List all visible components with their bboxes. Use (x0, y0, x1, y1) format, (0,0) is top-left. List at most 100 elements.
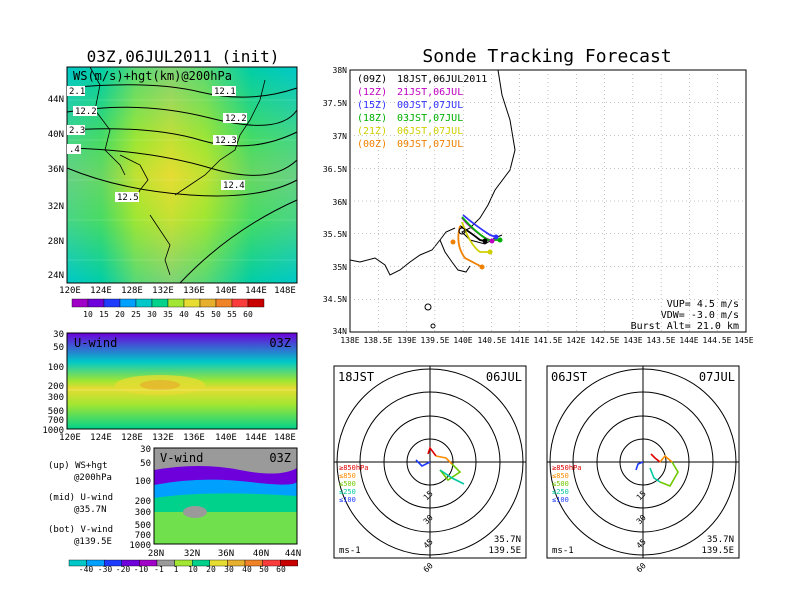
ws-colorbar-swatch (199, 298, 217, 308)
pressure-tick: 200 (48, 382, 64, 392)
pressure-tick: 100 (135, 477, 151, 487)
level-legend: ≤500 (339, 480, 356, 488)
lon-tick: 145E (734, 336, 753, 345)
level-legend: ≤850 (339, 472, 356, 480)
map-label: WS(m/s)+hgt(km)@200hPa (73, 69, 232, 83)
track-code: (09Z) (357, 74, 387, 85)
ws-colorbar-swatch (151, 298, 169, 308)
ws-colorbar-label: 50 (211, 310, 221, 319)
contour-label: 2.1 (69, 87, 85, 97)
ws-colorbar-label: 40 (179, 310, 189, 319)
lon-tick: 124E (90, 286, 112, 296)
lon-tick: 139.5E (421, 336, 450, 345)
track-end-00z (479, 264, 485, 270)
track-time: 03JST,07JUL (397, 113, 463, 124)
track-end-15z (493, 234, 499, 240)
pressure-tick: 1000 (42, 426, 64, 436)
lat-tick: 36N (48, 165, 64, 175)
hodo-lat: 35.7N (494, 535, 521, 545)
legend-line: @139.5E (74, 537, 112, 547)
lon-tick: 140E (453, 336, 472, 345)
v-colorbar-label: 20 (206, 565, 216, 574)
level-legend: ≥850hPa (339, 464, 369, 472)
ws-colorbar-swatch (167, 298, 185, 308)
track-end-12z (489, 238, 495, 244)
ring-label: 60 (635, 561, 648, 574)
contour-label: 12.5 (117, 193, 139, 203)
lat-tick: 36N (333, 198, 348, 207)
contour-label: 2.3 (69, 126, 85, 136)
ws-colorbar-swatch (71, 298, 89, 308)
level-legend: ≤100 (552, 496, 569, 504)
ws-colorbar-swatch (247, 298, 265, 308)
pressure-tick: 300 (135, 508, 151, 518)
track-burst-00z (450, 239, 456, 245)
level-legend: ≤850 (552, 472, 569, 480)
track-end-09z (482, 238, 488, 244)
hodograph-06jst: 15 30 45 60 ≥850hPa ≤850 ≤500 ≤250 ≤100 … (546, 365, 740, 574)
pressure-tick: 300 (48, 393, 64, 403)
pressure-tick: 1000 (129, 541, 151, 551)
v-colorbar-label: -20 (116, 565, 131, 574)
hodo-unit: ms-1 (552, 546, 574, 556)
lat-tick: 34.5N (323, 295, 347, 304)
hodo-time: 06JST (551, 370, 587, 384)
track-18z (461, 216, 500, 241)
lat-tick: 40N (253, 549, 269, 559)
contour-label: 12.4 (223, 181, 245, 191)
ws-colorbar-label: 60 (243, 310, 253, 319)
vwind-time: 03Z (269, 451, 291, 465)
left-title: 03Z,06JUL2011 (init) (87, 47, 280, 66)
hodo-lat: 35.7N (707, 535, 734, 545)
pressure-tick: 30 (53, 330, 64, 340)
track-code: (21Z) (357, 126, 387, 137)
lat-tick: 36.5N (323, 165, 347, 174)
ws-colorbar-label: 45 (195, 310, 205, 319)
v-colorbar-label: -10 (134, 565, 149, 574)
hodograph-trace (415, 446, 465, 485)
lon-tick: 120E (59, 433, 81, 443)
ws-colorbar-swatch (87, 298, 105, 308)
hodograph-18jst: 15 30 45 60 ≥850hPa ≤850 ≤500 ≤250 ≤100 … (333, 365, 527, 574)
pressure-tick: 700 (48, 416, 64, 426)
legend-line: @35.7N (74, 505, 107, 515)
ws-colorbar-label: 55 (227, 310, 237, 319)
lon-tick: 141E (510, 336, 529, 345)
v-colorbar-label: -30 (98, 565, 113, 574)
lon-tick: 143.5E (647, 336, 676, 345)
lat-tick: 44N (285, 549, 301, 559)
level-legend: ≥850hPa (552, 464, 582, 472)
pressure-tick: 50 (140, 459, 151, 469)
lon-tick: 144E (245, 433, 267, 443)
ws-colorbar-label: 10 (83, 310, 93, 319)
hodograph-trace (635, 453, 679, 488)
hodo-unit: ms-1 (339, 546, 361, 556)
contour-label: 12.3 (215, 136, 237, 146)
contour-label: .4 (69, 145, 80, 155)
vwind-panel: V-wind 03Z 30 50 100 200 300 500 700 100… (129, 445, 301, 559)
track-code: (15Z) (357, 100, 387, 111)
lon-tick: 120E (59, 286, 81, 296)
uwind-label: U-wind (74, 336, 117, 350)
v-colorbar (68, 559, 299, 567)
contour-label: 12.2 (75, 107, 97, 117)
track-21z (461, 221, 490, 253)
lat-tick: 36N (218, 549, 234, 559)
legend-line: (up) WS+hgt (48, 461, 108, 471)
burst-alt-info: Burst Alt= 21.0 km (631, 321, 739, 332)
track-end-21z (487, 249, 493, 255)
ws-colorbar-label: 35 (163, 310, 173, 319)
ws-colorbar-swatch (183, 298, 201, 308)
legend-line: (bot) V-wind (48, 525, 113, 535)
vwind-label: V-wind (160, 451, 203, 465)
lon-tick: 128E (121, 433, 143, 443)
lon-tick: 136E (183, 433, 205, 443)
track-endpoints (450, 227, 503, 270)
v-colorbar-label: 60 (276, 565, 286, 574)
v-colorbar-label: 1 (174, 565, 179, 574)
lon-tick: 143E (623, 336, 642, 345)
ws-colorbar-swatch (119, 298, 137, 308)
ws-colorbar-label: 25 (131, 310, 141, 319)
lat-tick: 28N (48, 237, 64, 247)
